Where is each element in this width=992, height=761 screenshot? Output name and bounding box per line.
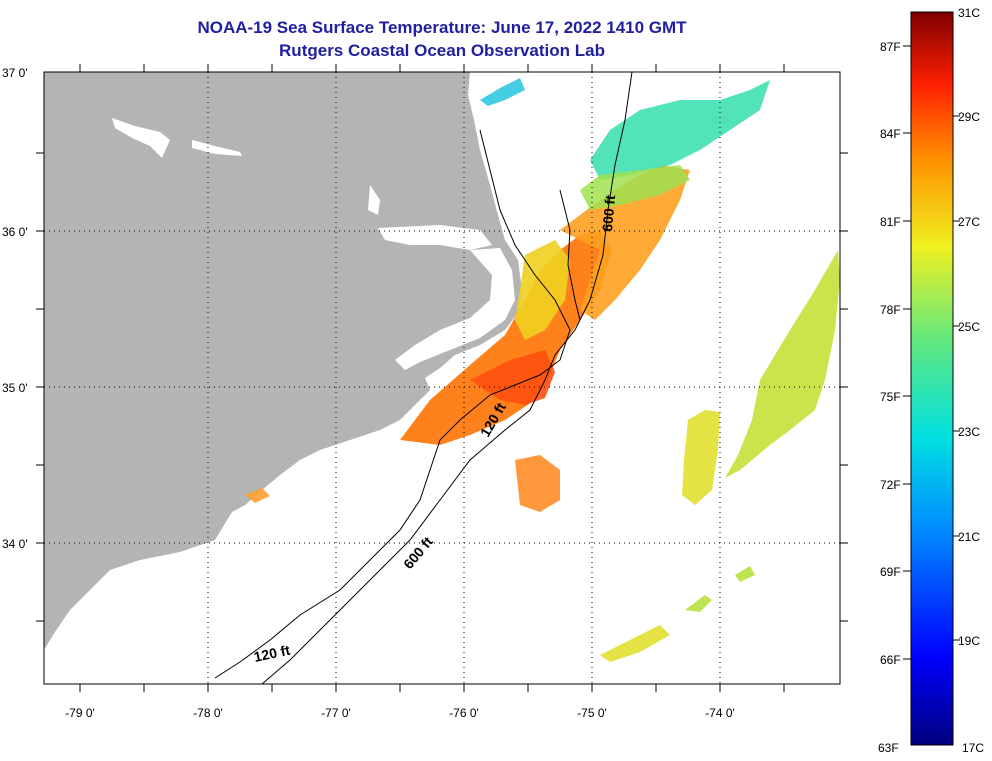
cb-c-21: 21C — [958, 530, 980, 544]
contour-label-120-south: 120 ft — [252, 642, 291, 665]
colorbar — [910, 11, 954, 746]
lat-label-36: 36 0' — [2, 225, 28, 239]
gridlines — [44, 72, 840, 684]
map-title: NOAA-19 Sea Surface Temperature: June 17… — [197, 18, 687, 37]
sst-green-south — [685, 595, 712, 612]
sst-green-north — [580, 165, 690, 210]
lon-label-75: -75 0' — [577, 706, 607, 720]
cb-f-78: 78F — [880, 303, 901, 317]
sst-east-strip — [725, 250, 840, 478]
map-subtitle: Rutgers Coastal Ocean Observation Lab — [279, 41, 605, 60]
cb-c-27: 27C — [958, 215, 980, 229]
axis-ticks — [36, 64, 848, 692]
river-inlet-2 — [368, 185, 380, 215]
sst-orange-small — [515, 455, 560, 512]
contour-120ft — [214, 129, 571, 679]
lon-label-76: -76 0' — [449, 706, 479, 720]
cb-f-84: 84F — [880, 127, 901, 141]
cb-f-69: 69F — [880, 565, 901, 579]
lon-label-77: -77 0' — [321, 706, 351, 720]
sst-shelf-band — [560, 165, 690, 320]
cb-c-29: 29C — [958, 110, 980, 124]
lat-label-34: 34 0' — [2, 537, 28, 551]
sst-orange-red — [470, 350, 555, 405]
sst-yellow-patch — [682, 410, 720, 505]
cb-f-66: 66F — [880, 653, 901, 667]
pamlico-sound — [395, 248, 515, 370]
sst-orange-coastal — [245, 488, 270, 503]
cb-c-23: 23C — [958, 425, 980, 439]
colorbar-ticks — [903, 45, 960, 660]
sst-cool-north — [590, 80, 770, 180]
lon-label-79: -79 0' — [65, 706, 95, 720]
lat-label-37: 37 0' — [2, 66, 28, 80]
sst-green-south-2 — [735, 566, 755, 582]
chesapeake-tributary — [112, 118, 170, 158]
cb-f-81: 81F — [880, 215, 901, 229]
lat-label-35: 35 0' — [2, 381, 28, 395]
lon-label-78: -78 0' — [193, 706, 223, 720]
cb-f-72: 72F — [880, 478, 901, 492]
cb-f-75: 75F — [880, 390, 901, 404]
sst-yellow-south — [600, 625, 670, 662]
cb-c-31: 31C — [958, 6, 980, 20]
river-inlet — [192, 140, 242, 156]
contour-120ft-inner — [559, 189, 581, 321]
contour-label-600-north: 600 ft — [599, 194, 618, 232]
albemarle-sound — [378, 225, 492, 250]
lon-label-74: -74 0' — [705, 706, 735, 720]
cb-c-25: 25C — [958, 320, 980, 334]
sst-cyan-spot — [480, 78, 525, 106]
plot-frame — [43, 71, 841, 685]
cb-c-17: 17C — [962, 741, 984, 755]
cb-f-63: 63F — [878, 741, 899, 755]
cb-f-87: 87F — [880, 40, 901, 54]
cb-c-19: 19C — [958, 634, 980, 648]
contour-600ft — [261, 72, 633, 684]
land-mass — [44, 72, 522, 650]
